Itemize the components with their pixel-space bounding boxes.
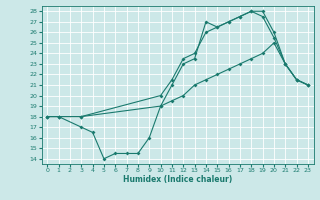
X-axis label: Humidex (Indice chaleur): Humidex (Indice chaleur) <box>123 175 232 184</box>
